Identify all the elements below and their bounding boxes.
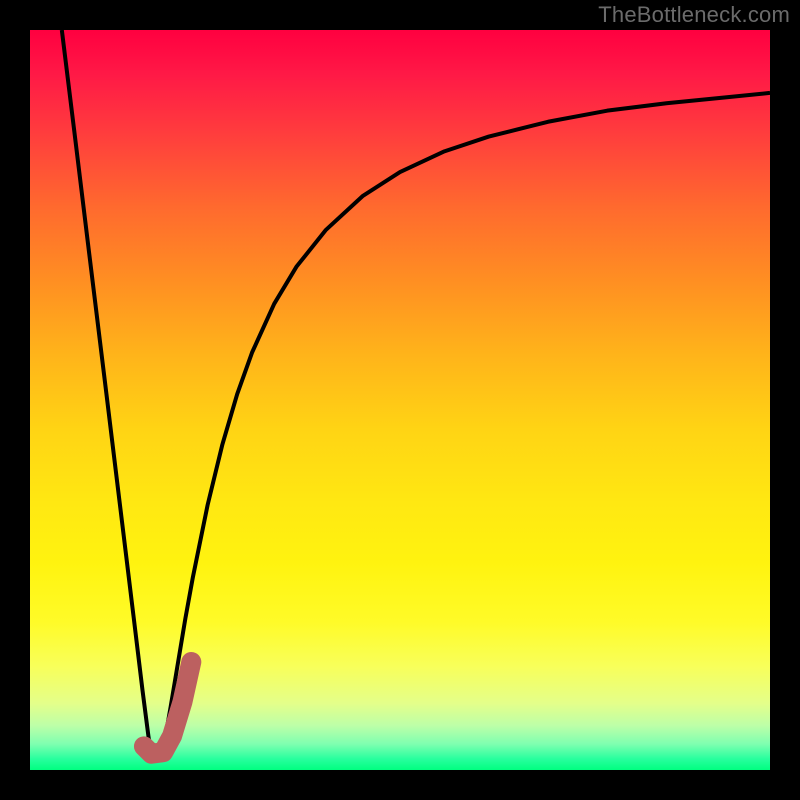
gradient-field [30, 30, 770, 770]
watermark-text: TheBottleneck.com [598, 2, 790, 28]
chart-svg [0, 0, 800, 800]
chart-stage: TheBottleneck.com [0, 0, 800, 800]
